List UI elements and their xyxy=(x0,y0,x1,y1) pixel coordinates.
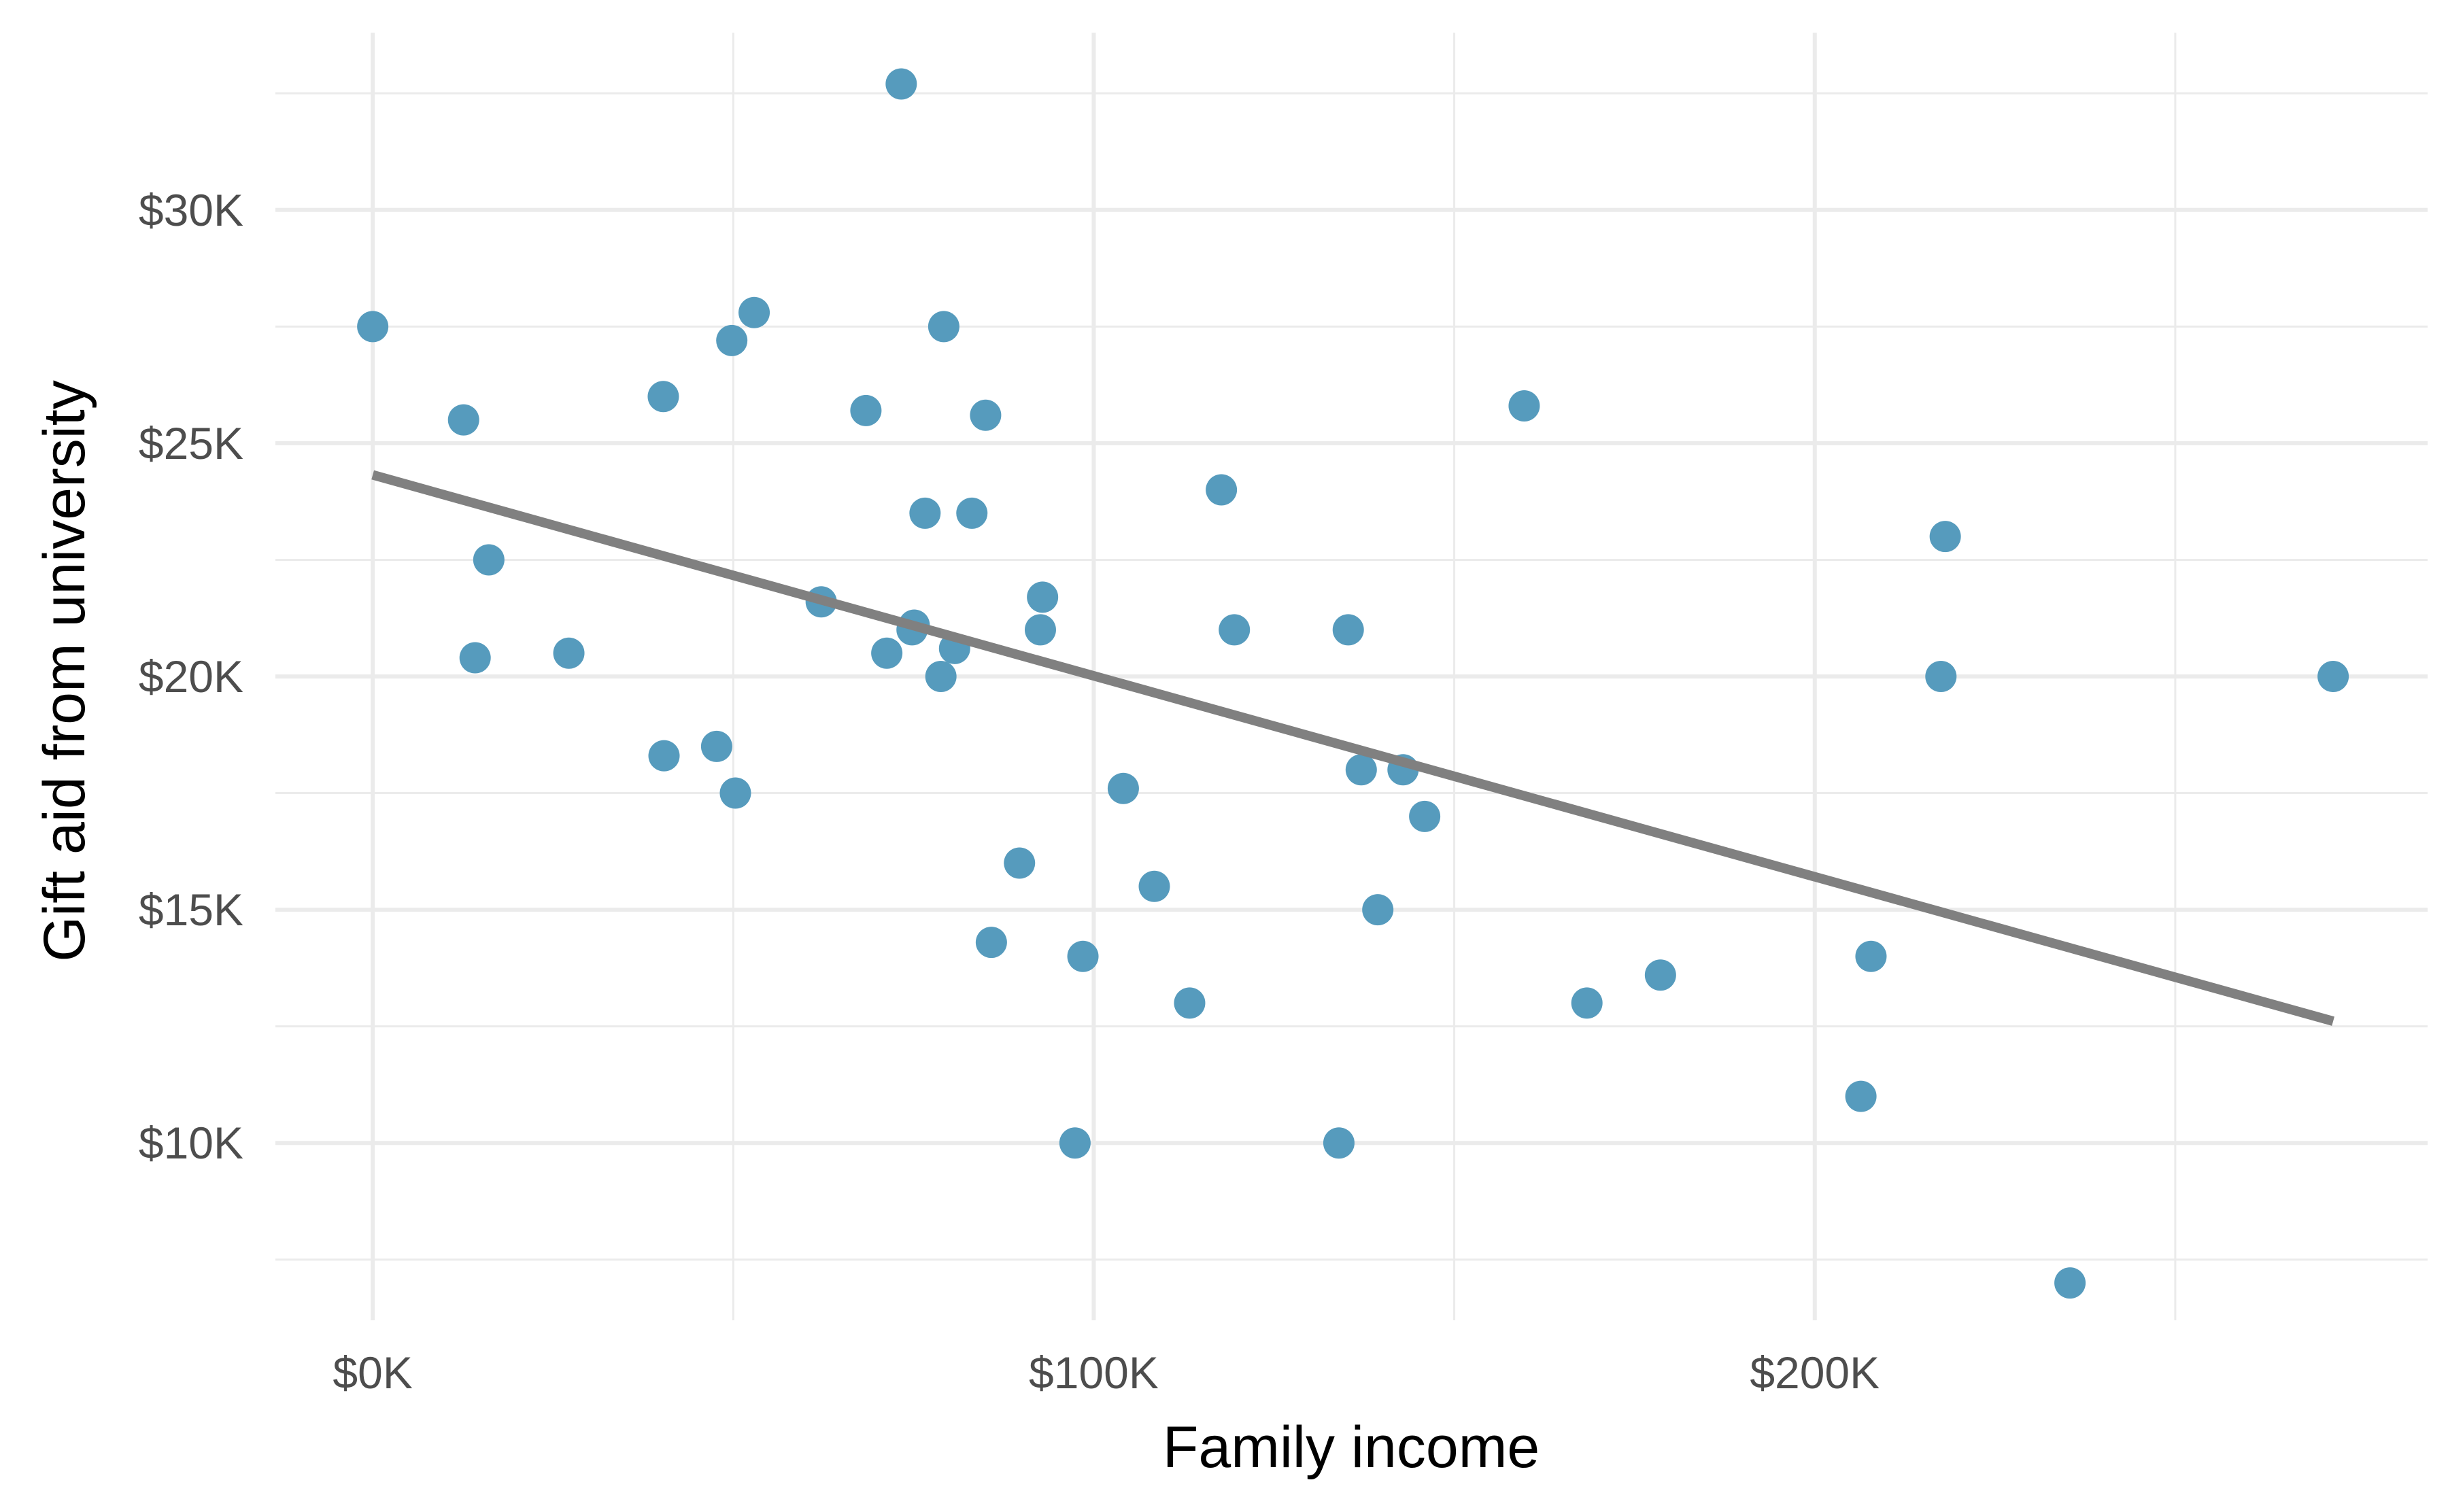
data-point-23 xyxy=(975,927,1007,959)
x-tick-label-1: $100K xyxy=(1029,1347,1159,1398)
data-point-40 xyxy=(1508,390,1540,422)
data-point-31 xyxy=(1174,987,1206,1019)
x-tick-label-0: $0K xyxy=(333,1347,412,1398)
data-point-42 xyxy=(1644,959,1676,991)
data-point-32 xyxy=(1206,474,1238,506)
data-point-7 xyxy=(700,730,732,762)
y-axis-title: Gift aid from university xyxy=(32,380,97,961)
data-point-26 xyxy=(1027,581,1059,613)
x-axis-title: Family income xyxy=(1163,1415,1540,1480)
y-tick-label-0: $10K xyxy=(139,1118,243,1168)
data-point-33 xyxy=(1219,614,1251,646)
data-point-25 xyxy=(1024,614,1056,646)
y-tick-label-4: $30K xyxy=(139,185,243,235)
data-point-17 xyxy=(909,497,941,529)
data-point-14 xyxy=(885,68,917,100)
data-point-29 xyxy=(1107,772,1139,804)
data-point-28 xyxy=(1067,940,1099,972)
data-point-8 xyxy=(716,324,748,356)
data-point-36 xyxy=(1345,754,1377,786)
data-point-46 xyxy=(1929,521,1961,553)
data-point-10 xyxy=(738,296,770,328)
data-point-37 xyxy=(1362,894,1394,926)
data-points xyxy=(357,68,2349,1299)
data-point-44 xyxy=(1855,940,1887,972)
data-point-47 xyxy=(2054,1267,2086,1299)
data-point-6 xyxy=(648,740,680,772)
data-point-21 xyxy=(956,497,988,529)
data-point-30 xyxy=(1138,870,1170,902)
x-axis-tick-labels: $0K $100K $200K xyxy=(333,1347,1880,1398)
data-point-5 xyxy=(647,381,679,413)
y-tick-label-1: $15K xyxy=(139,884,243,935)
data-point-22 xyxy=(970,399,1002,431)
data-point-9 xyxy=(719,777,751,809)
data-point-24 xyxy=(1004,847,1036,879)
data-point-13 xyxy=(871,637,903,669)
data-point-39 xyxy=(1409,800,1441,832)
data-point-43 xyxy=(1845,1080,1877,1112)
data-point-41 xyxy=(1571,987,1603,1019)
y-tick-label-3: $25K xyxy=(139,418,243,468)
data-point-0 xyxy=(357,311,389,343)
data-point-19 xyxy=(928,311,959,343)
data-point-1 xyxy=(447,404,479,436)
y-axis-tick-labels: $10K $15K $20K $25K $30K xyxy=(139,185,243,1168)
minor-gridlines xyxy=(275,33,2428,1320)
data-point-48 xyxy=(2317,661,2349,692)
major-gridlines xyxy=(275,33,2428,1320)
data-point-3 xyxy=(473,544,505,576)
data-point-12 xyxy=(850,394,882,426)
data-point-34 xyxy=(1332,614,1364,646)
data-point-2 xyxy=(459,642,491,674)
data-point-35 xyxy=(1323,1127,1355,1159)
data-point-4 xyxy=(553,637,585,669)
data-point-27 xyxy=(1059,1127,1091,1159)
data-point-45 xyxy=(1925,661,1957,692)
y-tick-label-2: $20K xyxy=(139,651,243,702)
regression-line-layer xyxy=(371,470,2334,1026)
x-tick-label-2: $200K xyxy=(1750,1347,1880,1398)
data-point-18 xyxy=(925,661,957,692)
regression-line xyxy=(371,470,2334,1026)
